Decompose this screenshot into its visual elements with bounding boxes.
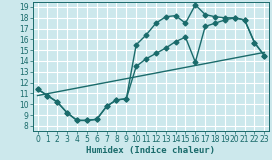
X-axis label: Humidex (Indice chaleur): Humidex (Indice chaleur) (86, 146, 215, 155)
